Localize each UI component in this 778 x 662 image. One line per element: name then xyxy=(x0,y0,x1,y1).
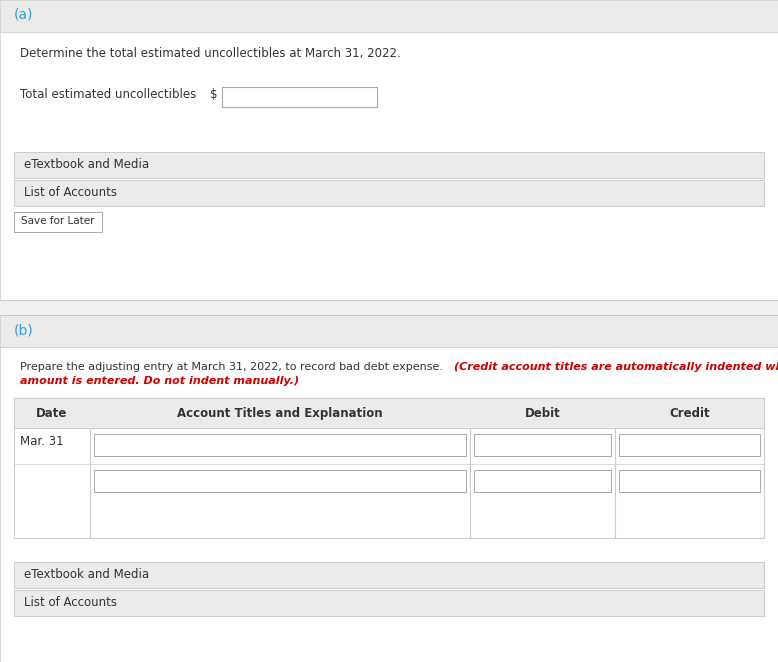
Bar xyxy=(14,212,102,232)
Bar xyxy=(0,347,778,662)
Bar xyxy=(0,300,778,315)
Text: Save for Later: Save for Later xyxy=(21,216,95,226)
Bar xyxy=(0,0,778,32)
Text: (b): (b) xyxy=(14,323,33,337)
Bar xyxy=(14,180,764,206)
Bar xyxy=(474,434,611,456)
Text: Prepare the adjusting entry at March 31, 2022, to record bad debt expense.: Prepare the adjusting entry at March 31,… xyxy=(20,362,443,372)
Text: Total estimated uncollectibles: Total estimated uncollectibles xyxy=(20,88,196,101)
Bar xyxy=(619,470,760,492)
Text: Credit: Credit xyxy=(669,407,710,420)
Text: List of Accounts: List of Accounts xyxy=(24,596,117,609)
Bar xyxy=(474,470,611,492)
Bar xyxy=(14,590,764,616)
Bar xyxy=(14,398,764,538)
Text: $: $ xyxy=(210,88,218,101)
Text: Determine the total estimated uncollectibles at March 31, 2022.: Determine the total estimated uncollecti… xyxy=(20,47,401,60)
Bar xyxy=(14,398,764,428)
Text: (a): (a) xyxy=(14,8,33,22)
Bar xyxy=(94,470,466,492)
Text: eTextbook and Media: eTextbook and Media xyxy=(24,568,149,581)
Bar xyxy=(14,152,764,178)
Text: eTextbook and Media: eTextbook and Media xyxy=(24,158,149,171)
Text: (Credit account titles are automatically indented when: (Credit account titles are automatically… xyxy=(454,362,778,372)
Bar xyxy=(14,562,764,588)
Text: Mar. 31: Mar. 31 xyxy=(20,435,64,448)
Bar xyxy=(0,315,778,347)
Bar xyxy=(222,87,377,107)
Bar xyxy=(619,434,760,456)
Text: Debit: Debit xyxy=(524,407,560,420)
Bar xyxy=(0,32,778,300)
Bar xyxy=(94,434,466,456)
Text: amount is entered. Do not indent manually.): amount is entered. Do not indent manuall… xyxy=(20,376,299,386)
Text: Date: Date xyxy=(37,407,68,420)
Text: Account Titles and Explanation: Account Titles and Explanation xyxy=(177,407,383,420)
Text: List of Accounts: List of Accounts xyxy=(24,186,117,199)
